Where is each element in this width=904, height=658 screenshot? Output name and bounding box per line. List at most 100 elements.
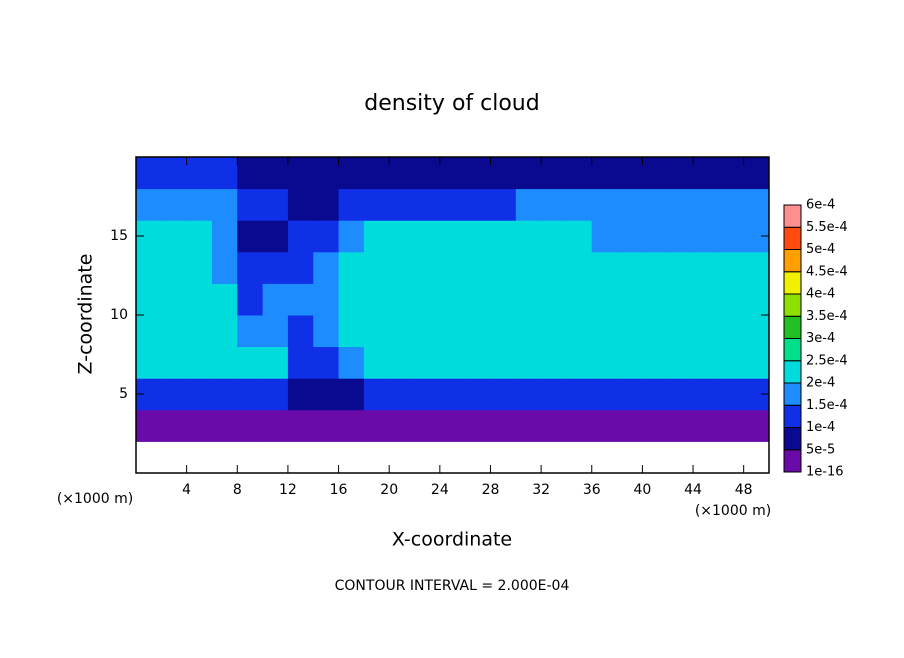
field-cell — [642, 346, 669, 379]
x-tick-label: 24 — [431, 482, 449, 498]
field-cell — [186, 409, 213, 442]
field-cell — [237, 283, 264, 316]
field-cell — [515, 315, 542, 348]
field-cell — [363, 378, 390, 411]
field-cell — [642, 188, 669, 221]
field-cell — [161, 220, 188, 253]
field-cell — [541, 409, 567, 442]
field-cell — [414, 283, 441, 316]
field-cell — [515, 251, 542, 284]
field-cell — [693, 378, 719, 411]
field-cell — [389, 378, 416, 411]
field-cell — [186, 251, 213, 284]
field-cell — [338, 251, 365, 284]
field-cell — [642, 409, 669, 442]
y-tick-label: 15 — [110, 228, 128, 244]
field-cell — [237, 220, 264, 253]
field-cell — [186, 157, 213, 190]
x-tick-label: 16 — [330, 482, 348, 498]
field-cell — [136, 157, 162, 190]
colorbar-swatch — [783, 338, 802, 362]
field-cell — [490, 251, 517, 284]
colorbar-label: 2.5e-4 — [806, 353, 848, 368]
field-cell — [136, 283, 162, 316]
field-cell — [591, 220, 618, 253]
colorbar-label: 3.5e-4 — [806, 309, 848, 324]
field-cell — [237, 378, 264, 411]
x-tick-label: 44 — [684, 482, 702, 498]
field-cell — [262, 283, 289, 316]
field-cell — [313, 378, 340, 411]
field-cell — [287, 251, 314, 284]
field-cell — [591, 188, 618, 221]
field-cell — [743, 283, 770, 316]
x-tick-label: 28 — [482, 482, 500, 498]
field-cell — [262, 315, 289, 348]
field-cell — [693, 220, 719, 253]
field-cell — [617, 315, 643, 348]
field-cell — [515, 378, 542, 411]
field-cell — [136, 315, 162, 348]
field-cell — [667, 188, 694, 221]
colorbar-swatch — [783, 204, 802, 228]
field-cell — [186, 346, 213, 379]
field-cell — [338, 346, 365, 379]
field-cell — [465, 378, 491, 411]
field-cell — [161, 157, 188, 190]
field-cell — [566, 315, 593, 348]
colorbar-label: 1e-4 — [806, 420, 835, 435]
field-cell — [465, 220, 491, 253]
field-cell — [313, 157, 340, 190]
field-cell — [186, 315, 213, 348]
field-cell — [642, 157, 669, 190]
field-cell — [617, 220, 643, 253]
field-cell — [363, 188, 390, 221]
field-cell — [161, 378, 188, 411]
field-cell — [161, 409, 188, 442]
field-cell — [389, 157, 416, 190]
field-cell — [237, 188, 264, 221]
field-cell — [566, 346, 593, 379]
field-cell — [718, 188, 745, 221]
field-cell — [287, 157, 314, 190]
colorbar-swatch — [783, 427, 802, 451]
x-tick-label: 32 — [532, 482, 550, 498]
field-cell — [591, 315, 618, 348]
field-cell — [338, 283, 365, 316]
field-cell — [490, 220, 517, 253]
colorbar-swatch — [783, 382, 802, 406]
field-cell — [515, 283, 542, 316]
field-cell — [389, 346, 416, 379]
footer-note: CONTOUR INTERVAL = 2.000E-04 — [335, 578, 570, 594]
field-cell — [667, 315, 694, 348]
field-cell — [693, 346, 719, 379]
x-unit-label: (×1000 m) — [57, 491, 133, 507]
colorbar-label: 1.5e-4 — [806, 398, 848, 413]
field-cell — [465, 283, 491, 316]
y-axis-label: Z-coordinate — [75, 254, 97, 375]
field-cell — [591, 251, 618, 284]
field-cell — [262, 409, 289, 442]
field-cell — [465, 346, 491, 379]
field-cell — [414, 220, 441, 253]
x-axis-label: X-coordinate — [392, 529, 512, 551]
field-cell — [617, 378, 643, 411]
field-cell — [439, 378, 466, 411]
field-cell — [287, 220, 314, 253]
field-cell — [439, 157, 466, 190]
field-cell — [338, 157, 365, 190]
field-cell — [743, 409, 770, 442]
field-cell — [338, 315, 365, 348]
field-cell — [389, 188, 416, 221]
field-cell — [591, 283, 618, 316]
colorbar-swatch — [783, 293, 802, 317]
field-cell — [414, 378, 441, 411]
field-cell — [161, 346, 188, 379]
field-cell — [211, 283, 238, 316]
field-cell — [541, 346, 567, 379]
field-cell — [617, 157, 643, 190]
field-cell — [313, 188, 340, 221]
field-cell — [515, 157, 542, 190]
field-cell — [465, 315, 491, 348]
